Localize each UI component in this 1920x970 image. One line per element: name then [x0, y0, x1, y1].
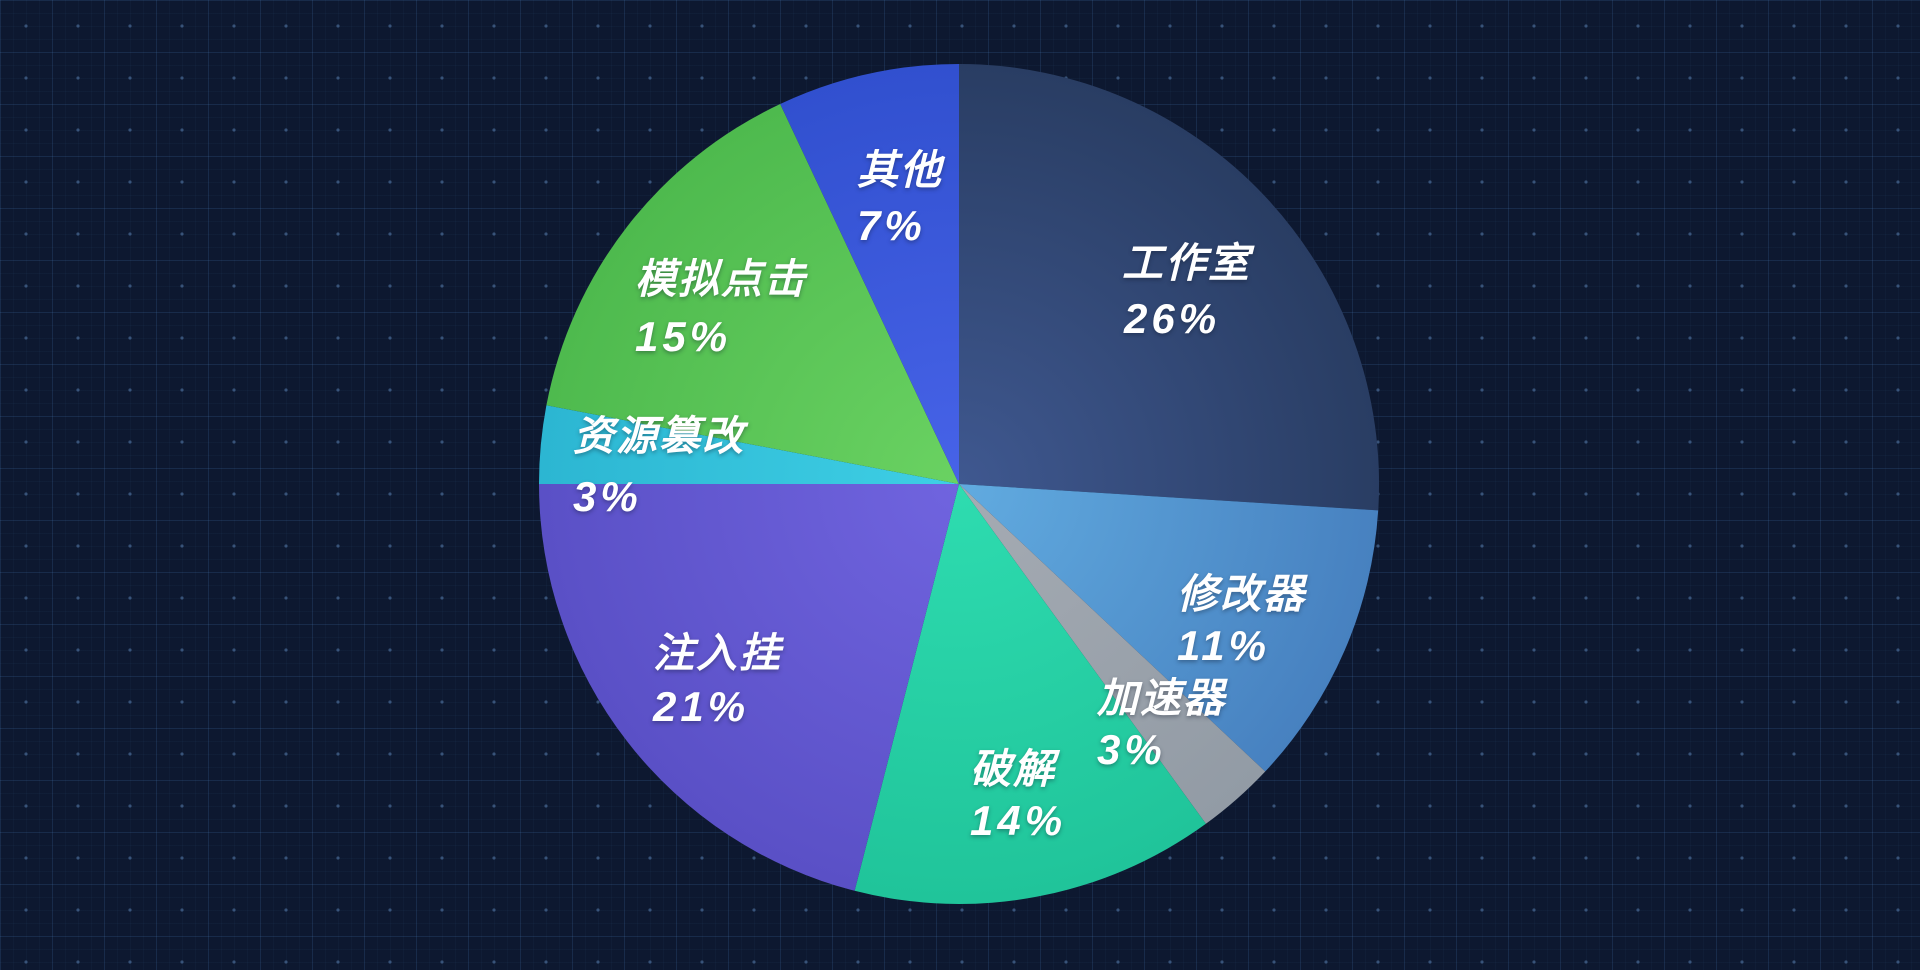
pie-slice[interactable]: [959, 64, 1380, 511]
slice-percentage: 11%: [1177, 622, 1270, 669]
slice-percentage: 26%: [1123, 295, 1220, 342]
slice-label: 注入挂: [653, 630, 785, 676]
pie-slice[interactable]: [854, 484, 1206, 904]
slice-label: 破解: [970, 746, 1061, 792]
pie-slice[interactable]: [780, 64, 959, 484]
slice-percentage: 21%: [652, 683, 749, 730]
slice-percentage: 15%: [635, 313, 731, 360]
pie-slice[interactable]: [546, 104, 959, 484]
slice-label: 资源篡改: [573, 413, 749, 459]
slice-label: 其他: [857, 147, 946, 193]
slice-label: 加速器: [1096, 675, 1228, 721]
pie-slice[interactable]: [539, 484, 959, 891]
slice-percentage: 14%: [970, 797, 1066, 844]
slice-percentage: 3%: [1097, 726, 1166, 773]
pie-slice[interactable]: [538, 405, 959, 484]
slice-label: 工作室: [1122, 240, 1255, 286]
pie-slice[interactable]: [959, 484, 1379, 772]
slice-label: 模拟点击: [635, 256, 808, 302]
pie-slice[interactable]: [959, 484, 1266, 824]
slice-label: 修改器: [1177, 571, 1308, 617]
slice-percentage: 7%: [857, 202, 926, 249]
slice-percentage: 3%: [573, 473, 642, 520]
